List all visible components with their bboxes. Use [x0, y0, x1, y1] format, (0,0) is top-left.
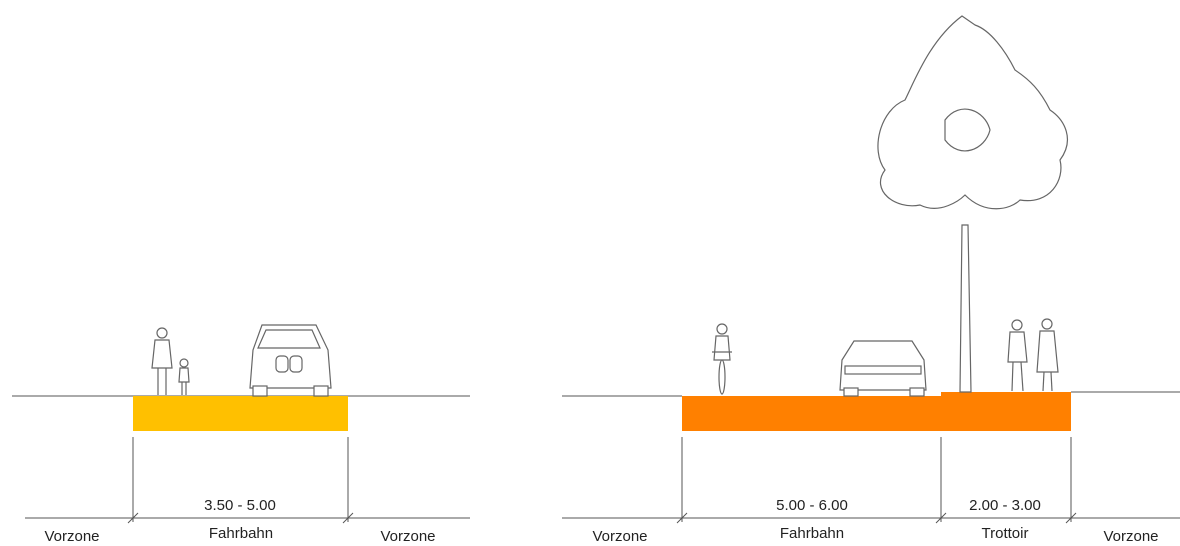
section-left: 3.50 - 5.00 Vorzone Fahrbahn Vorzone: [12, 324, 470, 545]
zone-label: Fahrbahn: [780, 525, 844, 542]
sidewalk: [941, 392, 1071, 431]
pedestrians: [151, 327, 190, 395]
zone-label: Fahrbahn: [209, 525, 273, 542]
tick: [1065, 512, 1077, 524]
roadway: [682, 396, 941, 431]
tick: [342, 512, 354, 524]
cyclist: [712, 323, 732, 395]
dimension-label: 2.00 - 3.00: [969, 497, 1041, 514]
roadway: [133, 396, 348, 431]
pedestrians: [1007, 318, 1059, 392]
dimension-label: 3.50 - 5.00: [204, 497, 276, 514]
car: [249, 324, 332, 397]
zone-label: Vorzone: [1103, 528, 1158, 545]
section-right: 5.00 - 6.00 2.00 - 3.00 Vorzone Fahrbahn…: [562, 15, 1180, 545]
car: [839, 340, 927, 397]
zone-label: Vorzone: [380, 528, 435, 545]
zone-label: Trottoir: [982, 525, 1029, 542]
tick: [676, 512, 688, 524]
tick: [935, 512, 947, 524]
tick: [127, 512, 139, 524]
tree: [877, 15, 1069, 393]
dimension-label: 5.00 - 6.00: [776, 497, 848, 514]
zone-label: Vorzone: [592, 528, 647, 545]
zone-label: Vorzone: [44, 528, 99, 545]
